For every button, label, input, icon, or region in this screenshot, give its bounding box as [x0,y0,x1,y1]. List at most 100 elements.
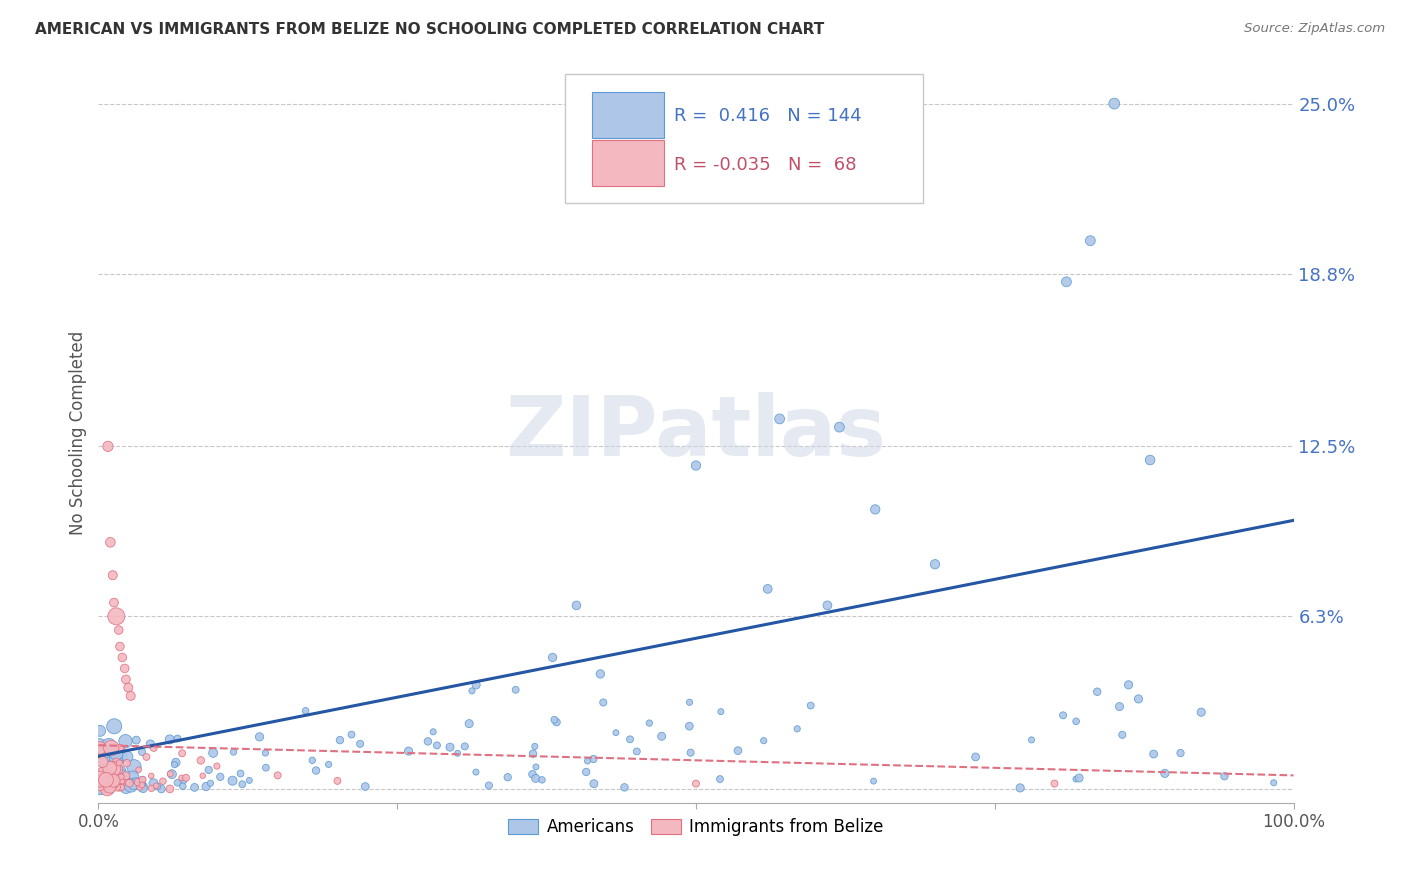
Point [107,623,129,637]
Point [89,739,111,753]
Point [110,764,132,778]
Point [145,779,167,793]
Point [103,719,125,733]
Point [523,739,546,754]
Point [1056,275,1078,289]
Point [582,777,605,791]
Point [416,734,439,748]
Point [120,778,142,792]
Point [115,756,138,771]
Point [727,743,749,757]
Point [97,739,120,753]
Point [132,781,155,796]
Point [111,742,134,756]
Point [96,755,118,769]
Point [576,754,599,768]
Point [108,741,131,756]
Point [141,781,163,796]
Point [349,737,371,751]
Point [104,753,127,767]
Point [530,772,553,787]
Point [159,767,181,781]
Point [768,412,790,426]
Point [478,779,501,793]
Point [592,696,614,710]
Point [93,774,115,789]
Point [398,744,420,758]
Point [90,773,112,788]
Point [125,733,148,747]
Point [354,780,377,794]
FancyBboxPatch shape [592,140,664,186]
Point [439,740,461,755]
Point [1085,684,1108,698]
Point [1170,746,1192,760]
Point [100,775,122,789]
Point [114,734,136,748]
Point [105,747,128,761]
Point [678,719,700,733]
Point [115,775,138,789]
Point [318,757,340,772]
Point [159,781,181,796]
Point [108,756,131,770]
Text: ZIPatlas: ZIPatlas [506,392,886,473]
Point [1104,96,1126,111]
Point [101,568,124,582]
Point [613,780,636,795]
Point [582,752,605,766]
Point [170,771,193,785]
Point [522,747,544,761]
Point [619,732,641,747]
Point [426,739,449,753]
Point [1143,747,1166,761]
Point [1108,699,1130,714]
Point [524,772,547,786]
Point [865,502,887,516]
Point [117,749,139,764]
Point [94,766,117,780]
Point [115,673,138,687]
Legend: Americans, Immigrants from Belize: Americans, Immigrants from Belize [502,811,890,843]
Point [110,770,132,784]
Point [1043,776,1066,790]
Point [111,770,134,784]
Point [815,599,838,613]
Point [800,698,823,713]
Point [195,780,218,794]
Point [89,776,111,790]
Point [152,774,174,789]
Point [249,730,271,744]
Point [202,746,225,760]
Point [104,750,127,764]
Point [128,780,150,794]
Point [565,599,588,613]
Text: Source: ZipAtlas.com: Source: ZipAtlas.com [1244,22,1385,36]
Point [165,756,187,770]
Point [862,774,884,789]
Point [141,769,163,783]
Point [90,781,112,796]
Point [128,763,150,777]
Point [131,745,153,759]
Point [446,746,468,760]
Point [651,729,673,743]
Point [305,764,328,778]
Point [120,689,142,703]
Point [125,773,148,788]
Point [159,732,181,747]
Text: R = -0.035   N =  68: R = -0.035 N = 68 [675,155,858,174]
Point [710,705,733,719]
Point [546,715,568,730]
Point [103,596,125,610]
Point [638,716,661,731]
Point [173,773,195,788]
Point [104,771,127,785]
Point [756,582,779,596]
Point [965,750,987,764]
Point [329,733,352,747]
Point [101,776,124,790]
FancyBboxPatch shape [592,92,664,138]
Point [108,640,131,654]
Point [190,753,212,767]
